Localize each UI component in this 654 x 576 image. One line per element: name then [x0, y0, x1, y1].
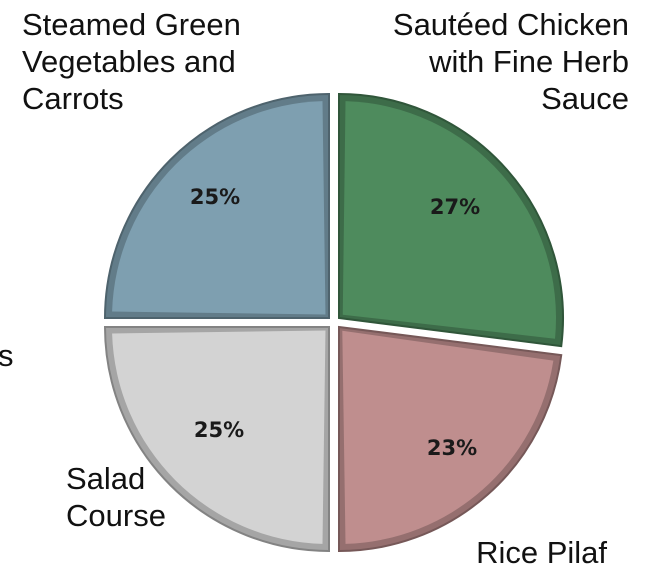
category-label-line: with Fine Herb: [428, 44, 629, 79]
slice-category-label: Salad Course: [66, 461, 166, 533]
category-label-line: Salad: [66, 461, 145, 496]
pie-slice: [112, 101, 326, 315]
category-label-line: Steamed Green: [22, 7, 241, 42]
category-label-line: Course: [66, 498, 166, 533]
slice-category-label: Sautéed Chicken with Fine Herb Sauce: [393, 7, 629, 116]
slice-percent-label: 25%: [190, 185, 240, 209]
percent-labels: 27% 23% 25% 25%: [190, 185, 480, 460]
category-label-line: Vegetables and: [22, 44, 236, 79]
pie-slice: [342, 101, 556, 339]
category-label-line: Rice Pilaf: [476, 535, 607, 570]
pie-slice: [342, 330, 554, 544]
slice-percent-label: 25%: [194, 418, 244, 442]
slice-category-label: Rice Pilaf: [476, 535, 607, 570]
clipped-label-fragment: s: [0, 338, 14, 373]
category-label-line: Sautéed Chicken: [393, 7, 629, 42]
category-label-line: Carrots: [22, 81, 124, 116]
pie-slices: [103, 92, 564, 553]
category-label-line: Sauce: [541, 81, 629, 116]
slice-category-label: Steamed Green Vegetables and Carrots: [22, 7, 241, 116]
category-labels: Sautéed Chicken with Fine Herb Sauce Rice P…: [22, 7, 629, 570]
slice-percent-label: 27%: [430, 195, 480, 219]
slice-percent-label: 23%: [427, 436, 477, 460]
pie-slice: [112, 330, 326, 544]
